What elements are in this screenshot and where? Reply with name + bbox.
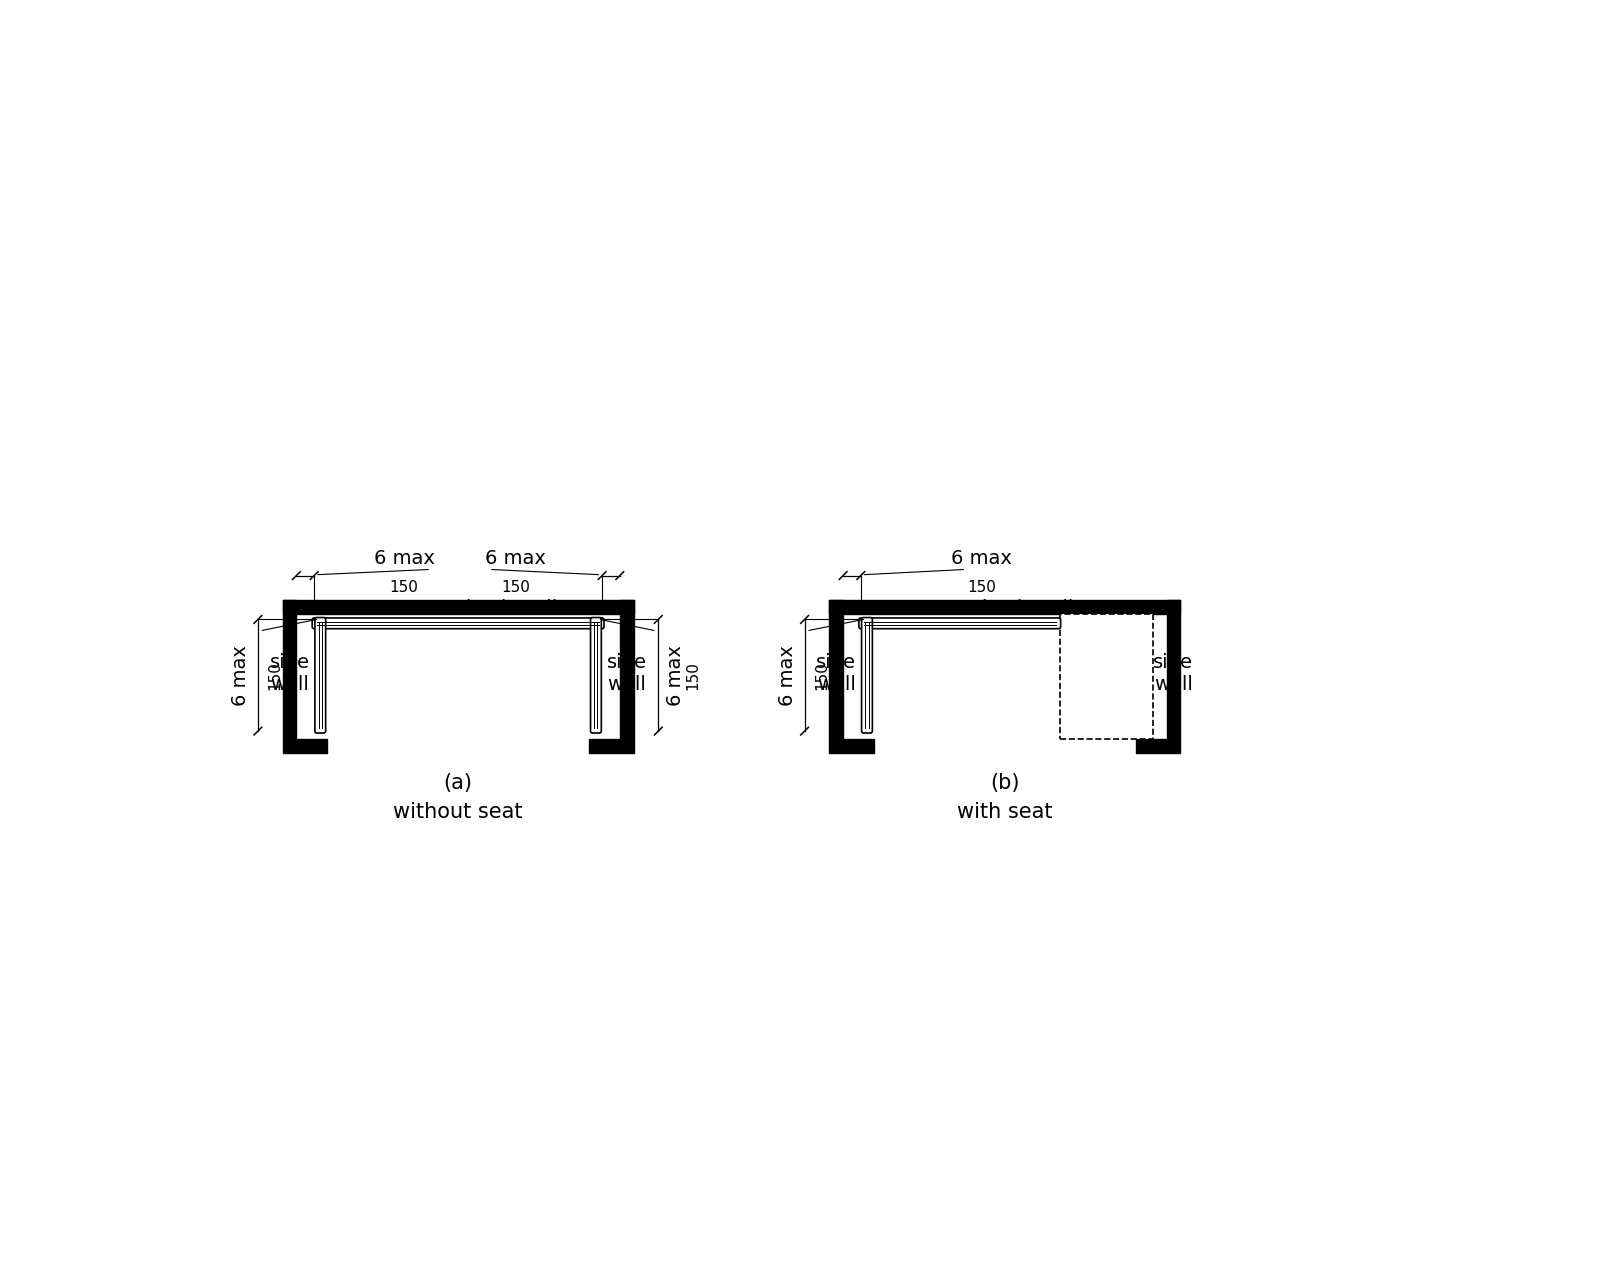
Text: 6 max: 6 max [230,645,250,705]
Text: back wall: back wall [466,599,557,618]
Text: side
wall: side wall [606,653,646,694]
FancyBboxPatch shape [315,617,326,733]
Bar [829,600,1181,614]
FancyBboxPatch shape [590,617,602,733]
Text: 150: 150 [814,660,829,690]
Bar [843,614,1166,739]
Bar [619,600,634,739]
Bar [1136,739,1181,753]
Text: 150: 150 [501,580,530,595]
Text: 6 max: 6 max [778,645,797,705]
Text: 6 max: 6 max [485,549,546,568]
Bar [1061,614,1152,739]
Text: side
wall: side wall [816,653,856,694]
Text: 150: 150 [390,580,419,595]
Text: 6 max: 6 max [374,549,435,568]
Text: 150: 150 [968,580,997,595]
Text: with seat: with seat [957,803,1053,822]
Bar [829,739,874,753]
Bar [589,739,634,753]
Bar [283,600,296,739]
FancyBboxPatch shape [859,618,1061,628]
Text: 150: 150 [685,660,701,690]
Text: 150: 150 [267,660,282,690]
Text: 6 max: 6 max [666,645,685,705]
FancyBboxPatch shape [312,618,605,628]
Bar [1166,600,1181,739]
Text: 6 max: 6 max [952,549,1013,568]
Bar [829,600,843,739]
Bar [283,739,326,753]
Text: without seat: without seat [394,803,523,822]
Text: side
wall: side wall [1154,653,1194,694]
Text: (b): (b) [990,773,1019,794]
Text: side
wall: side wall [269,653,309,694]
Bar [296,614,619,739]
Bar [326,739,589,753]
Text: (a): (a) [443,773,472,794]
Bar [283,600,634,614]
FancyBboxPatch shape [861,617,872,733]
Text: back wall: back wall [982,599,1074,618]
Bar [874,739,1136,753]
